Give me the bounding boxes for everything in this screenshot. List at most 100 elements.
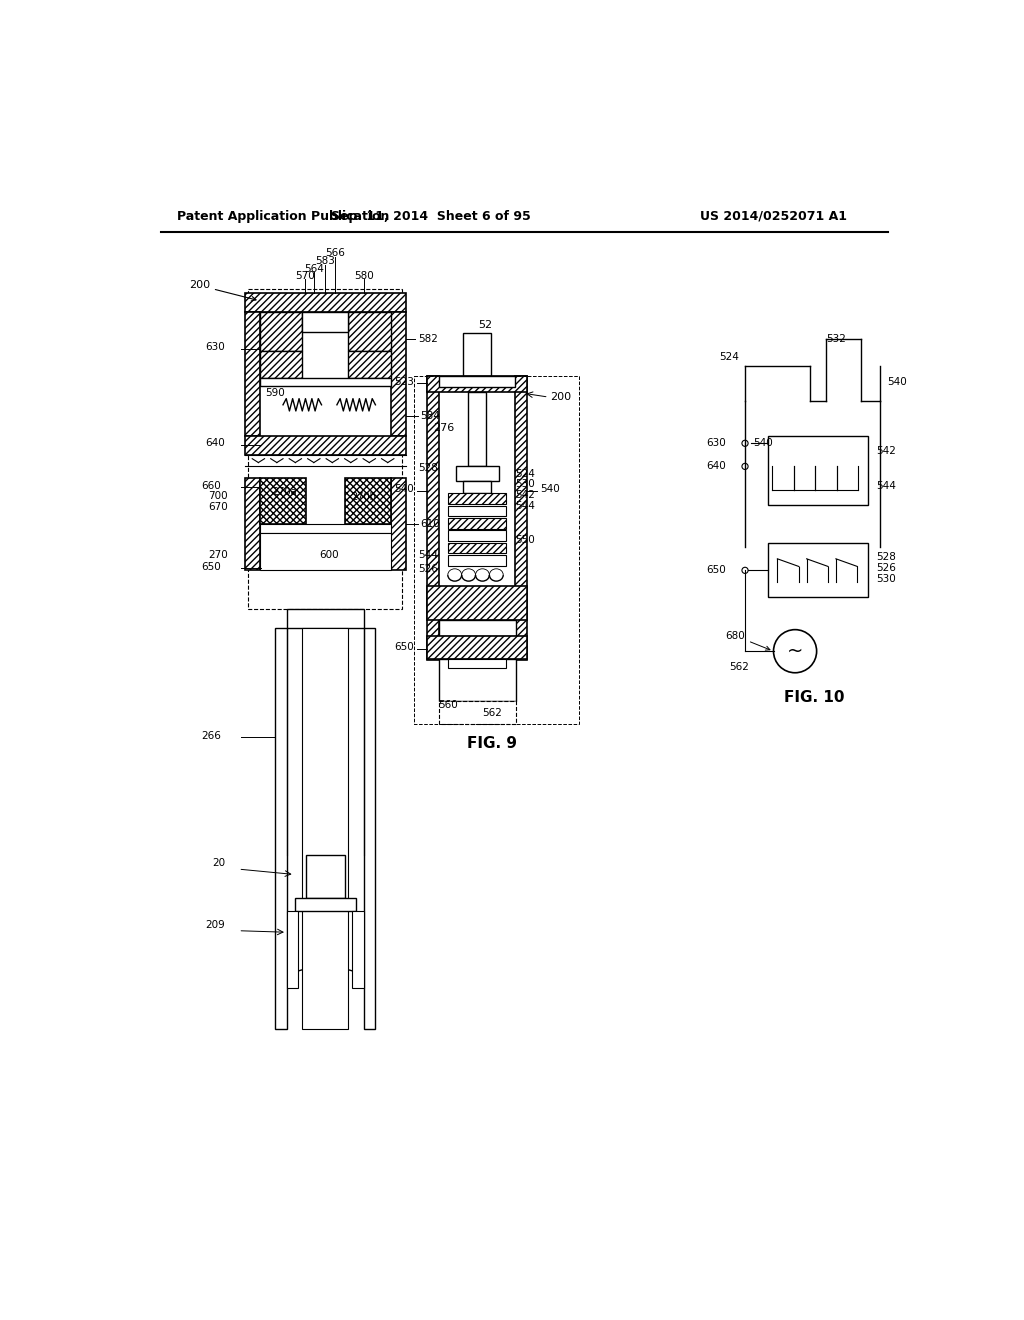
- Text: 590: 590: [265, 388, 286, 399]
- Text: 270a: 270a: [272, 487, 297, 496]
- Bar: [463, 480, 490, 494]
- Text: 526: 526: [419, 564, 438, 574]
- Bar: [245, 293, 407, 313]
- Bar: [447, 554, 506, 566]
- Text: Patent Application Publication: Patent Application Publication: [177, 210, 389, 223]
- Bar: [249, 289, 402, 609]
- Bar: [348, 313, 391, 351]
- Text: 700: 700: [208, 491, 227, 502]
- Text: 540: 540: [394, 484, 414, 495]
- Text: 650: 650: [394, 643, 414, 652]
- Bar: [275, 628, 287, 1028]
- Text: 200: 200: [550, 392, 571, 403]
- Text: 580: 580: [354, 271, 374, 281]
- Bar: [245, 436, 407, 455]
- Text: 540: 540: [753, 438, 772, 449]
- Text: 670: 670: [208, 502, 227, 512]
- Bar: [345, 478, 391, 524]
- Text: 544: 544: [419, 550, 438, 560]
- Bar: [447, 659, 506, 668]
- Bar: [364, 628, 376, 1028]
- Bar: [260, 313, 302, 351]
- Bar: [439, 376, 515, 387]
- Bar: [768, 436, 868, 506]
- Text: 526: 526: [876, 564, 896, 573]
- Bar: [245, 313, 260, 436]
- Bar: [463, 333, 490, 376]
- Text: 640: 640: [206, 438, 225, 449]
- Bar: [456, 466, 499, 480]
- Text: 600: 600: [319, 550, 339, 560]
- Text: 583: 583: [315, 256, 335, 265]
- Text: 610: 610: [420, 519, 440, 529]
- Text: 650: 650: [202, 561, 221, 572]
- Text: 560: 560: [438, 700, 459, 710]
- Bar: [287, 609, 364, 628]
- Text: 270b: 270b: [351, 492, 376, 502]
- Bar: [447, 517, 506, 529]
- Text: 630: 630: [706, 438, 726, 449]
- Text: 680: 680: [725, 631, 770, 651]
- Bar: [515, 376, 527, 660]
- Text: 530: 530: [515, 479, 536, 490]
- Bar: [260, 478, 306, 524]
- Bar: [391, 478, 407, 570]
- Bar: [447, 531, 506, 541]
- Text: 544: 544: [876, 480, 896, 491]
- Text: 542: 542: [876, 446, 896, 455]
- Text: 530: 530: [876, 574, 896, 583]
- Text: 570: 570: [295, 271, 314, 281]
- Text: 532: 532: [826, 334, 846, 345]
- Text: 640: 640: [706, 462, 726, 471]
- Bar: [295, 898, 356, 911]
- Text: FIG. 10: FIG. 10: [784, 690, 845, 705]
- Text: 209: 209: [206, 920, 225, 929]
- Text: 562: 562: [729, 661, 749, 672]
- Text: 582: 582: [418, 334, 437, 345]
- Text: 540: 540: [888, 376, 907, 387]
- Text: 266: 266: [202, 731, 221, 741]
- Text: 270: 270: [208, 550, 227, 560]
- Bar: [306, 855, 345, 898]
- Text: 542: 542: [515, 490, 536, 500]
- Text: Sep. 11, 2014  Sheet 6 of 95: Sep. 11, 2014 Sheet 6 of 95: [331, 210, 530, 223]
- Bar: [768, 544, 868, 597]
- Bar: [438, 620, 515, 636]
- Bar: [427, 636, 527, 659]
- Text: 540: 540: [541, 484, 560, 495]
- Bar: [287, 911, 298, 989]
- Bar: [260, 351, 302, 378]
- Text: 562: 562: [482, 708, 503, 718]
- Bar: [348, 351, 391, 378]
- Bar: [391, 313, 407, 436]
- Text: 584: 584: [420, 412, 440, 421]
- Bar: [468, 392, 486, 466]
- Bar: [352, 911, 364, 989]
- Bar: [414, 376, 580, 723]
- Text: 630: 630: [206, 342, 225, 352]
- Bar: [260, 524, 391, 533]
- Bar: [427, 376, 439, 660]
- Bar: [260, 533, 391, 570]
- Bar: [438, 701, 515, 725]
- Text: 524: 524: [720, 352, 739, 362]
- Bar: [302, 313, 348, 331]
- Text: 550: 550: [515, 535, 536, 545]
- Bar: [427, 586, 527, 620]
- Bar: [260, 378, 391, 385]
- Text: 523: 523: [394, 376, 414, 387]
- Text: FIG. 9: FIG. 9: [468, 737, 517, 751]
- Text: 544: 544: [515, 500, 536, 511]
- Bar: [447, 543, 506, 553]
- Text: 20: 20: [212, 858, 225, 869]
- Text: US 2014/0252071 A1: US 2014/0252071 A1: [700, 210, 848, 223]
- Text: 564: 564: [304, 264, 324, 273]
- Bar: [438, 659, 515, 701]
- Bar: [447, 494, 506, 504]
- Text: 566: 566: [326, 248, 345, 259]
- Text: 52: 52: [478, 321, 492, 330]
- Text: 660: 660: [202, 480, 221, 491]
- Bar: [245, 478, 260, 570]
- Text: 650: 650: [706, 565, 726, 576]
- Text: 200: 200: [188, 280, 256, 301]
